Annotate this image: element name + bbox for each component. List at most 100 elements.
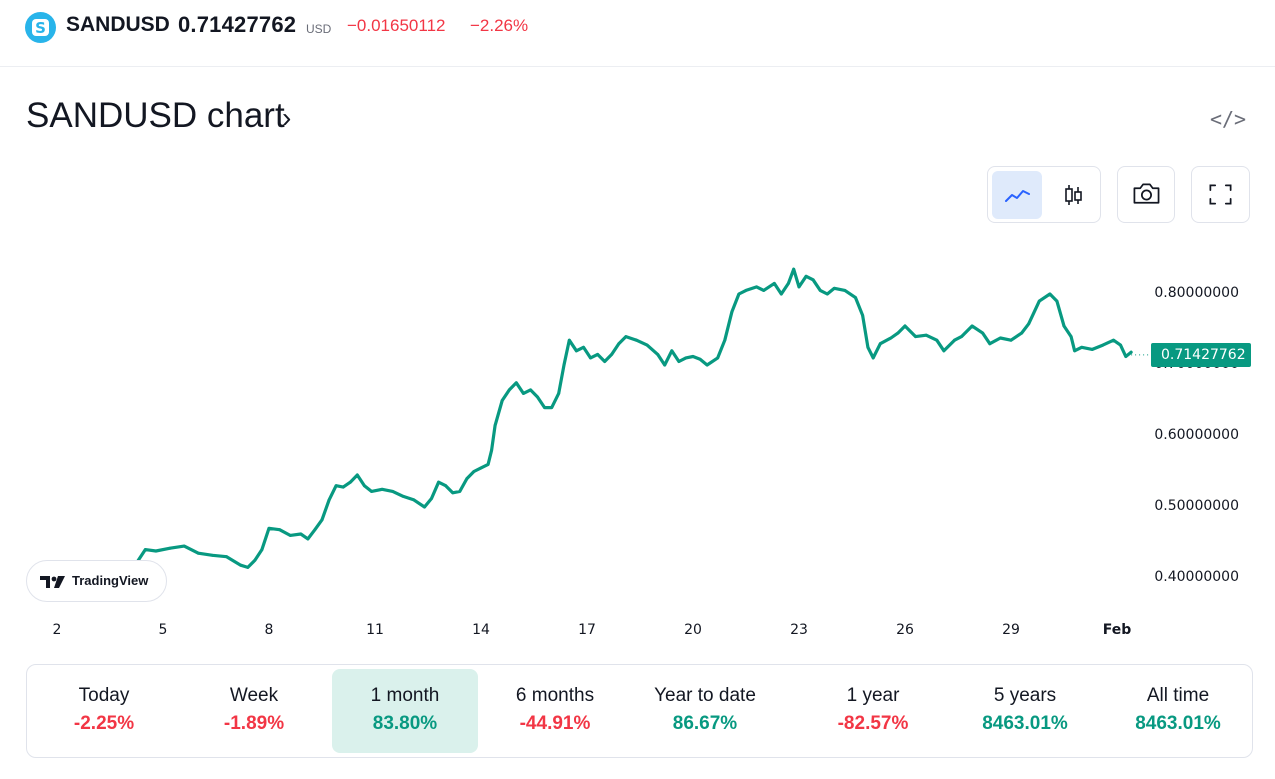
- price-point: [575, 349, 578, 353]
- price-point: [1055, 299, 1059, 303]
- price-point: [903, 324, 907, 328]
- price-point: [1124, 355, 1128, 358]
- price-point: [663, 363, 667, 367]
- price-point: [334, 484, 338, 488]
- price-point: [278, 528, 281, 532]
- period-change-value: -82.57%: [837, 713, 909, 734]
- period-5-years[interactable]: 5 years 8463.01%: [952, 669, 1098, 753]
- price-point: [401, 495, 405, 498]
- price-point: [246, 566, 250, 569]
- price-point: [500, 399, 504, 402]
- price-point: [465, 477, 469, 480]
- y-axis-tick-label: 0.40000000: [1154, 569, 1239, 585]
- price-point: [313, 528, 317, 532]
- price-point: [737, 292, 741, 296]
- price-point: [522, 392, 525, 395]
- price-point: [596, 353, 599, 356]
- price-point: [935, 338, 939, 342]
- price-point: [953, 338, 956, 342]
- x-axis-tick-label: Feb: [1102, 622, 1132, 638]
- price-chart-svg[interactable]: [0, 240, 1275, 650]
- period-change-value: 86.67%: [672, 713, 738, 734]
- period-label: Today: [78, 685, 130, 706]
- x-axis-tick-label: 2: [52, 622, 62, 638]
- ticker-symbol[interactable]: SANDUSD: [66, 13, 170, 36]
- price-point: [391, 490, 395, 493]
- price-point: [1020, 331, 1023, 335]
- price-point: [589, 356, 592, 360]
- price-point: [451, 491, 455, 495]
- price-point: [341, 485, 345, 489]
- period-today[interactable]: Today -2.25%: [31, 669, 177, 753]
- fullscreen-icon: [1209, 184, 1232, 205]
- price-point: [557, 392, 561, 395]
- tradingview-logo-icon: [40, 576, 65, 588]
- x-axis-tick-label: 20: [684, 622, 702, 638]
- chevron-right-icon[interactable]: ›: [282, 102, 292, 133]
- line-style-button[interactable]: [992, 171, 1042, 219]
- period-label: 5 years: [993, 685, 1057, 706]
- period-1-year[interactable]: 1 year -82.57%: [800, 669, 946, 753]
- code-embed-button[interactable]: </>: [1208, 102, 1248, 136]
- price-point: [225, 555, 229, 559]
- price-point: [896, 331, 900, 335]
- price-point: [479, 466, 483, 470]
- period-year-to-date[interactable]: Year to date 86.67%: [632, 669, 778, 753]
- x-axis-tick-label: 23: [790, 622, 808, 638]
- price-point: [1101, 343, 1105, 347]
- price-point: [723, 338, 727, 342]
- period-label: Year to date: [654, 685, 756, 706]
- price-point: [458, 490, 462, 493]
- last-price-label: 0.71427762: [1151, 342, 1251, 367]
- price-point: [924, 333, 928, 337]
- price-point: [507, 388, 511, 392]
- candlestick-style-button[interactable]: [1048, 171, 1098, 219]
- price-point: [1048, 292, 1052, 296]
- period-change-value: 8463.01%: [982, 713, 1068, 734]
- price-point: [656, 353, 660, 356]
- price-point: [818, 289, 822, 292]
- price-point: [730, 310, 734, 314]
- snapshot-button[interactable]: [1117, 166, 1175, 223]
- price-point: [871, 356, 875, 360]
- price-point: [603, 360, 607, 363]
- price-chart[interactable]: 0.800000000.700000000.600000000.50000000…: [0, 240, 1275, 650]
- price-point: [1119, 343, 1122, 347]
- price-point: [196, 551, 200, 555]
- x-axis-tick-label: 26: [896, 622, 914, 638]
- price-point: [423, 505, 426, 509]
- price-point: [363, 484, 366, 488]
- price-point: [684, 356, 688, 360]
- price-series-line[interactable]: [136, 267, 1133, 569]
- period-6-months[interactable]: 6 months -44.91%: [482, 669, 628, 753]
- period-all-time[interactable]: All time 8463.01%: [1105, 669, 1251, 753]
- price-point: [267, 526, 271, 530]
- tradingview-brand-text: TradingView: [72, 573, 149, 588]
- price-point: [787, 282, 790, 285]
- price-point: [811, 278, 815, 282]
- price-point: [567, 338, 571, 342]
- tradingview-badge[interactable]: TradingView: [26, 560, 167, 602]
- price-point: [168, 546, 172, 550]
- price-point: [143, 548, 147, 551]
- price-point: [779, 292, 783, 296]
- fullscreen-button[interactable]: [1191, 166, 1250, 223]
- price-point: [582, 345, 585, 349]
- period-1-month[interactable]: 1 month 83.80%: [332, 669, 478, 753]
- price-point: [154, 549, 158, 553]
- price-point: [1073, 349, 1076, 353]
- camera-icon: [1133, 183, 1160, 204]
- price-point: [1027, 322, 1031, 326]
- price-point: [562, 363, 566, 367]
- price-point: [437, 480, 440, 484]
- price-point: [716, 356, 720, 360]
- price-point: [705, 363, 709, 367]
- price-point: [253, 558, 257, 562]
- x-axis-tick-label: 17: [578, 622, 596, 638]
- chart-title-link[interactable]: SANDUSD chart: [26, 96, 285, 135]
- period-week[interactable]: Week -1.89%: [181, 669, 327, 753]
- price-point: [430, 497, 433, 500]
- y-axis-tick-label: 0.50000000: [1154, 498, 1239, 514]
- x-axis-tick-label: 14: [472, 622, 490, 638]
- price-point: [698, 357, 702, 361]
